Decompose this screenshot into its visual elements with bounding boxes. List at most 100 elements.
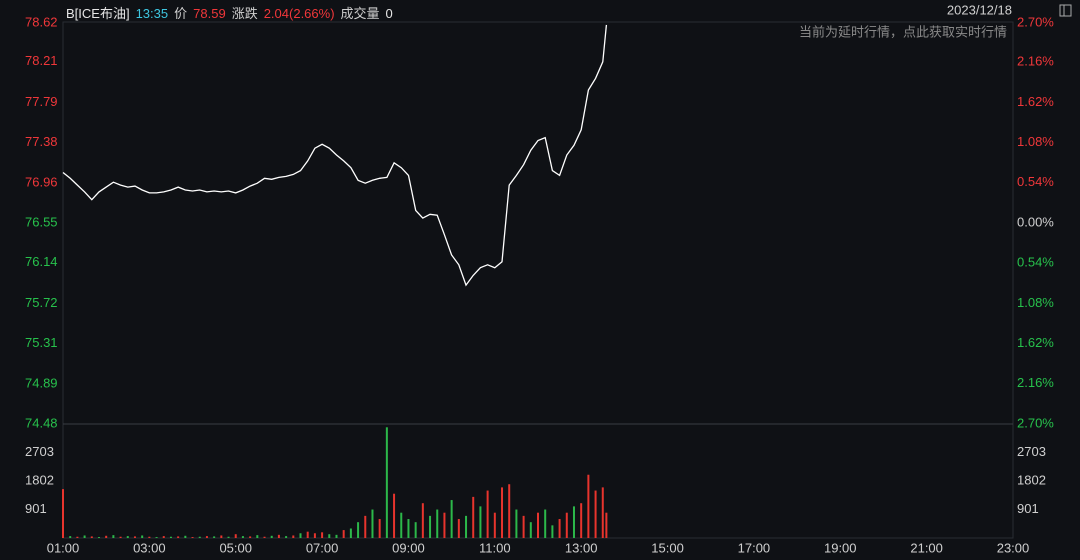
y2-tick-label: 0.54% [1017,174,1054,189]
volume-bar [220,535,223,538]
volume-bar [184,535,187,538]
volume-bar [62,489,64,538]
price: 78.59 [193,6,226,21]
y2-tick-label: 2.16% [1017,375,1054,390]
volume-bar [241,536,244,538]
volume-bar [371,509,374,538]
volume-bar [605,512,608,538]
volume-bar [450,500,453,538]
volume-bar [306,531,309,538]
volume-bar [76,536,79,538]
volume-bar [551,525,554,538]
volume-bar [436,509,439,538]
volume-bar [414,522,417,538]
x-tick-label: 17:00 [738,540,771,555]
y-tick-label: 77.79 [25,94,58,109]
y2-tick-label: 1.08% [1017,295,1054,310]
y-tick-label: 75.72 [25,295,58,310]
y-tick-label: 78.62 [25,14,58,29]
x-tick-label: 01:00 [47,540,80,555]
volume-bar [119,536,122,538]
x-tick-label: 13:00 [565,540,598,555]
volume-bar [393,493,396,538]
volume-bar [349,528,352,538]
volume-bar [508,484,511,538]
volume-bar [321,532,324,538]
y2-tick-label: 1.62% [1017,94,1054,109]
volume-bar [169,536,172,538]
volume-bar [234,534,237,538]
x-tick-label: 23:00 [997,540,1030,555]
volume-bar [457,519,460,538]
y-tick-label: 76.55 [25,214,58,229]
y2-tick-label: 1.62% [1017,335,1054,350]
y2-tick-label: 2.70% [1017,14,1054,29]
y-tick-label: 77.38 [25,134,58,149]
volume-bar [385,427,388,538]
volume-bar [515,509,518,538]
volume-bar [105,535,108,538]
icon[interactable] [1059,4,1072,17]
x-tick-label: 21:00 [910,540,943,555]
volume: 0 [385,6,393,21]
volume-bar [443,512,446,538]
volume-bar [472,496,475,538]
volume-bar [213,536,216,538]
y-tick-label: 74.89 [25,376,58,391]
instrument: B[ICE布油] [66,6,130,21]
volume-bar [97,537,100,538]
volume-bar [479,506,482,538]
y2-tick-label: 1.08% [1017,134,1054,149]
x-tick-label: 19:00 [824,540,857,555]
volume-bar [407,519,410,538]
volume-bar [148,536,151,538]
volume-bar [249,536,252,538]
volume-bar [342,530,345,538]
volume-bar [335,534,338,538]
volume-bar [270,535,273,538]
y-tick-label: 78.21 [25,53,58,68]
volume-bar [256,535,259,538]
delay-notice[interactable]: 当前为延时行情，点此获取实时行情 [799,24,1007,39]
y2-tick-label: 2.16% [1017,54,1054,69]
volume-bar [501,487,504,538]
volume-bar [141,535,144,538]
volume-bar [299,533,302,538]
volume-bar [529,522,532,538]
volume-bar [227,536,230,538]
volume-bar [112,535,115,538]
volume-bar [177,536,180,538]
y-tick-label: 76.14 [25,254,58,269]
label: 价 [174,6,188,21]
volume-bar [544,509,547,538]
volume-bar [429,515,432,538]
volume-bar [493,512,496,538]
volume-bar [133,536,136,538]
volume-bar [90,536,93,538]
volume-bar [537,512,539,538]
volume-bar [558,519,561,538]
volume-bar [69,536,72,538]
volume-bar [522,515,525,538]
volume-bar [421,503,424,538]
volume-bar [263,536,266,538]
volume-tick-label: 2703 [1017,444,1046,459]
volume-bar [357,522,360,538]
y2-tick-label: 0.00% [1017,214,1054,229]
change: 2.04(2.66%) [263,6,335,21]
date: 2023/12/18 [947,2,1012,17]
volume-bar [587,474,590,538]
x-tick-label: 15:00 [651,540,684,555]
label: 成交量 [340,6,380,21]
volume-bar [465,515,468,538]
volume-bar [285,536,288,538]
volume-bar [205,536,208,538]
volume-bar [155,537,158,538]
y2-tick-label: 2.70% [1017,415,1054,430]
frame [62,21,1014,539]
volume-bar [580,503,583,538]
x-tick-label: 03:00 [133,540,166,555]
x-tick-label: 11:00 [479,540,511,555]
